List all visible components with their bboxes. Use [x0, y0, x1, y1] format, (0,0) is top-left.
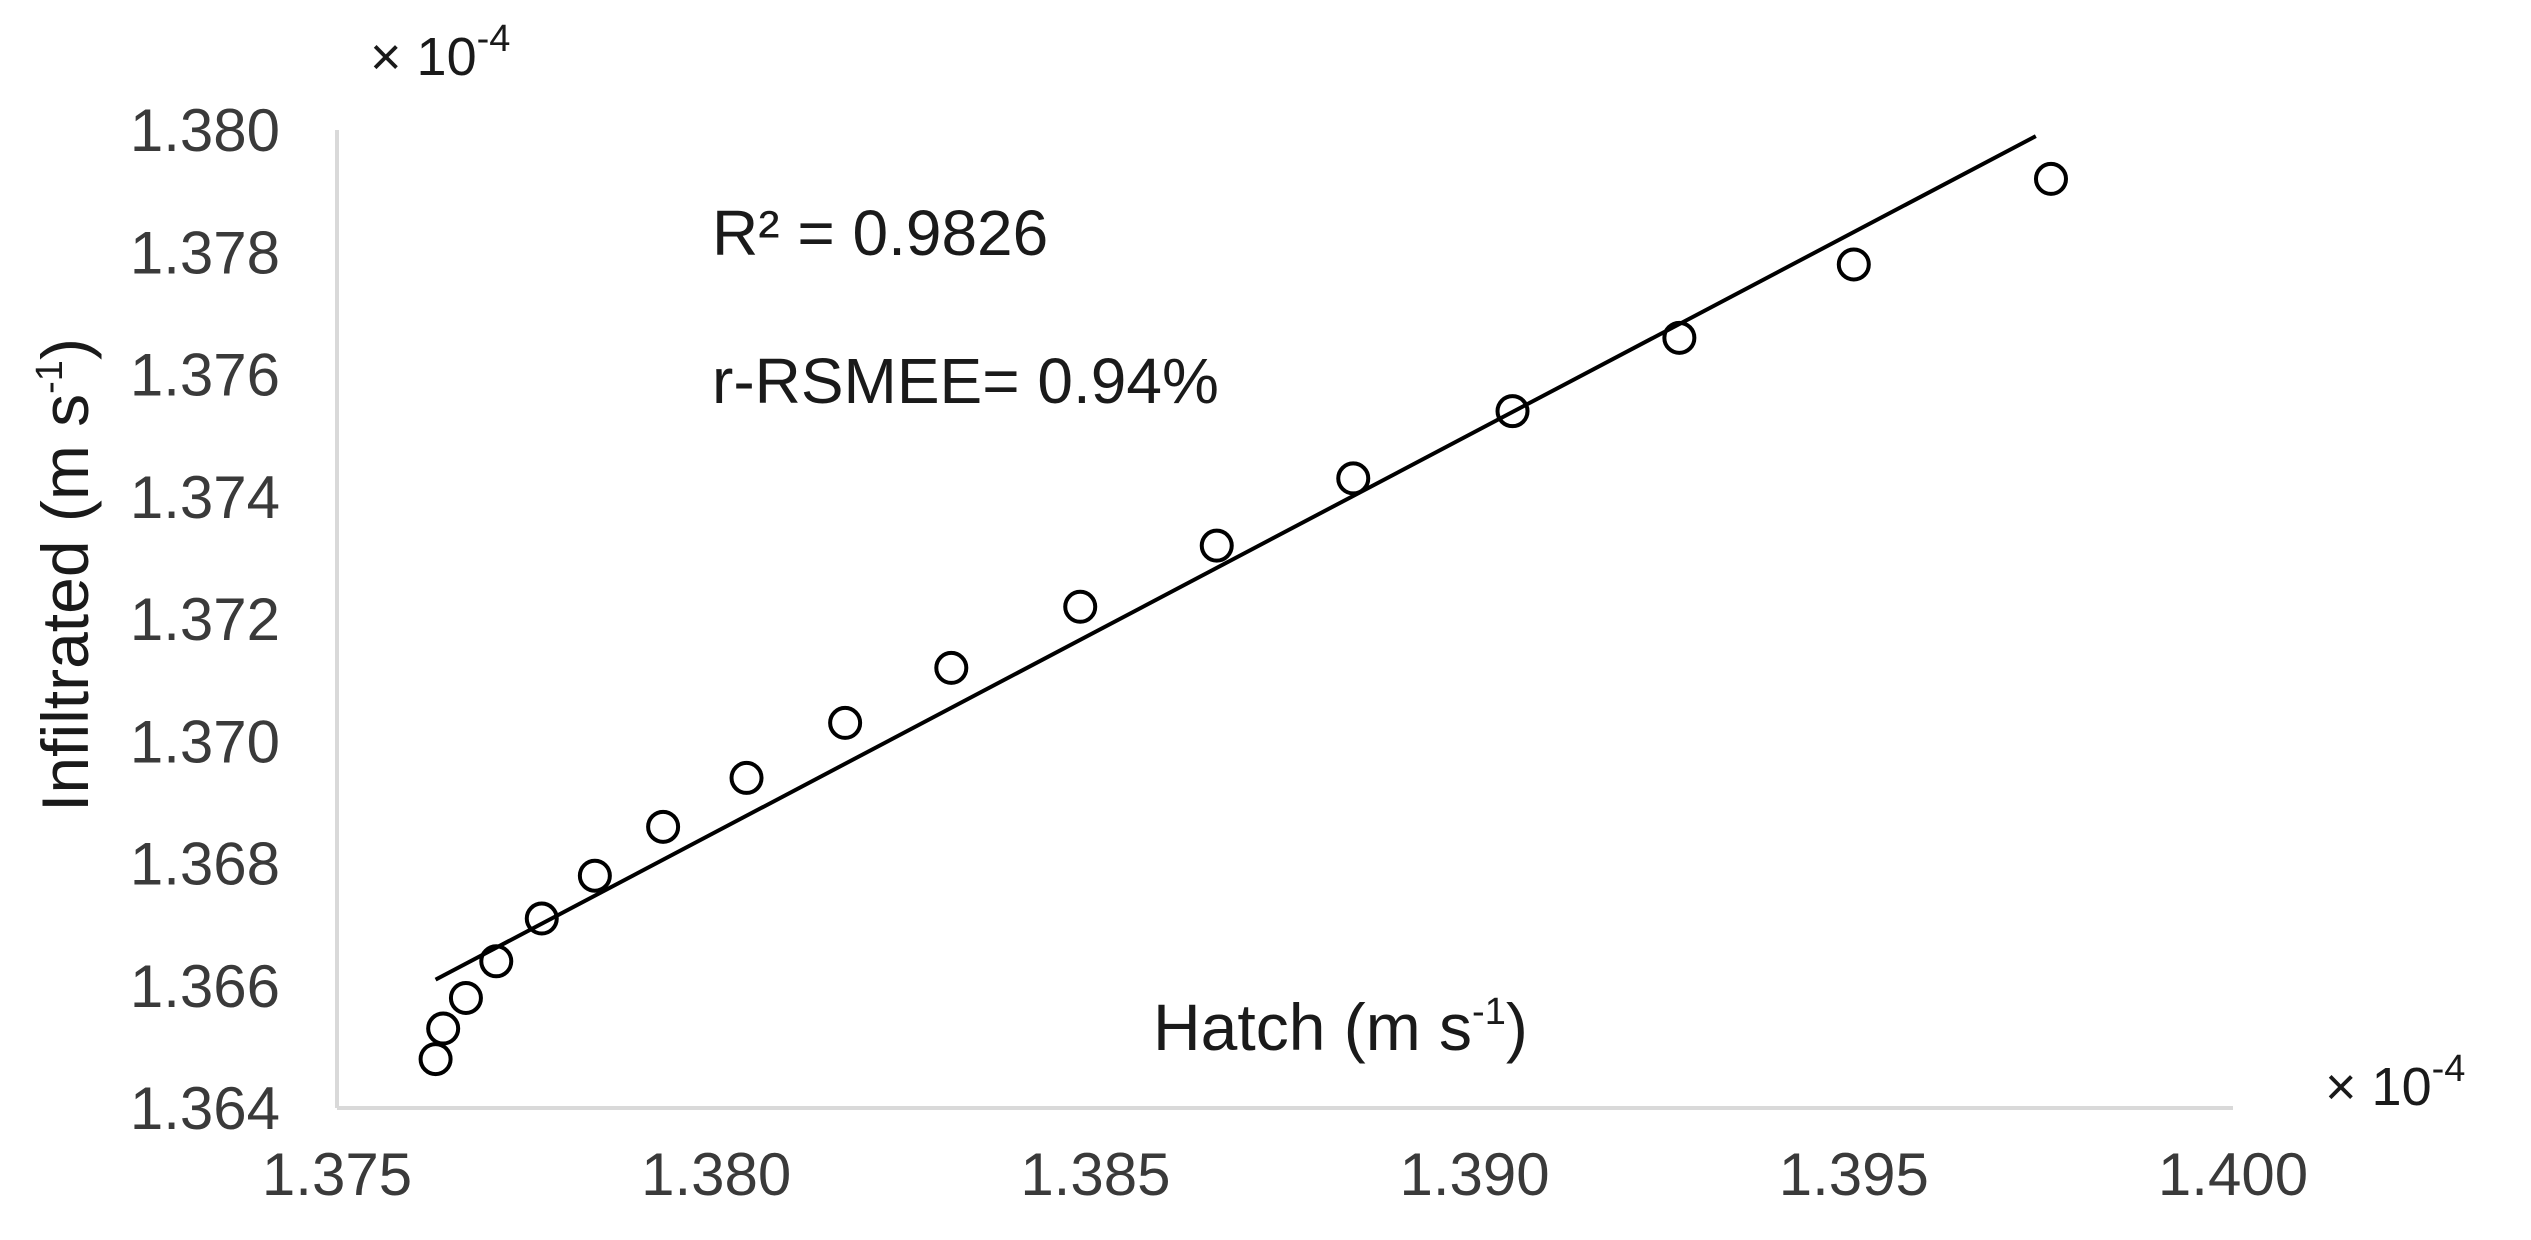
- data-point: [448, 980, 483, 1015]
- rsmee-annotation: r-RSMEE= 0.94%: [712, 345, 1219, 417]
- data-point: [1836, 247, 1871, 282]
- y-multiplier-exponent: -4: [477, 18, 511, 60]
- data-point: [1336, 461, 1371, 496]
- y-axis-title-close: ): [28, 338, 102, 360]
- data-point: [646, 809, 681, 844]
- y-tick-label: 1.374: [130, 464, 280, 531]
- x-tick-label: 1.390: [1400, 1141, 1550, 1208]
- y-tick-label: 1.364: [130, 1075, 280, 1142]
- y-tick-label: 1.366: [130, 953, 280, 1020]
- y-axis-title-text: Infiltrated (m s: [28, 394, 102, 812]
- y-tick-label: 1.368: [130, 831, 280, 898]
- trendline-layer: [434, 134, 2037, 982]
- y-multiplier-base: × 10: [370, 27, 477, 87]
- x-axis-title: Hatch (m s-1): [1153, 990, 1528, 1064]
- y-axis-title-superscript: -1: [29, 360, 71, 394]
- data-point: [426, 1011, 461, 1046]
- data-point: [729, 760, 764, 795]
- x-multiplier-exponent: -4: [2432, 1048, 2466, 1090]
- x-multiplier-base: × 10: [2325, 1057, 2432, 1117]
- x-tick-label: 1.385: [1020, 1141, 1170, 1208]
- x-tick-label: 1.400: [2158, 1141, 2308, 1208]
- x-axis-title-text: Hatch (m s: [1153, 990, 1472, 1064]
- data-point: [418, 1042, 453, 1077]
- data-point: [1063, 589, 1098, 624]
- trendline: [434, 134, 2037, 982]
- data-point: [934, 650, 969, 685]
- data-point: [479, 944, 514, 979]
- y-tick-label: 1.372: [130, 586, 280, 653]
- r-squared-annotation: R² = 0.9826: [712, 197, 1048, 269]
- data-point: [1495, 394, 1530, 429]
- y-tick-label: 1.380: [130, 97, 280, 164]
- x-tick-label: 1.380: [641, 1141, 791, 1208]
- y-tick-label: 1.370: [130, 708, 280, 775]
- x-axis-title-close: ): [1506, 990, 1528, 1064]
- y-axis-title: Infiltrated (m s-1): [28, 338, 102, 812]
- y-axis-multiplier: × 10-4: [370, 18, 510, 87]
- y-tick-label: 1.378: [130, 219, 280, 286]
- y-tick-labels: 1.364 1.366 1.368 1.370 1.372 1.374 1.376 1.378…: [130, 97, 280, 1142]
- x-tick-label: 1.375: [262, 1141, 412, 1208]
- data-point: [577, 858, 612, 893]
- y-tick-label: 1.376: [130, 342, 280, 409]
- x-axis-multiplier: × 10-4: [2325, 1048, 2465, 1117]
- data-point: [2033, 161, 2068, 196]
- data-point: [1199, 528, 1234, 563]
- x-axis-title-superscript: -1: [1472, 991, 1506, 1033]
- data-point: [1662, 320, 1697, 355]
- data-point: [524, 901, 559, 936]
- data-points: [418, 161, 2068, 1077]
- x-tick-label: 1.395: [1779, 1141, 1929, 1208]
- data-point: [828, 705, 863, 740]
- x-tick-labels: 1.375 1.380 1.385 1.390 1.395 1.400: [262, 1141, 2308, 1208]
